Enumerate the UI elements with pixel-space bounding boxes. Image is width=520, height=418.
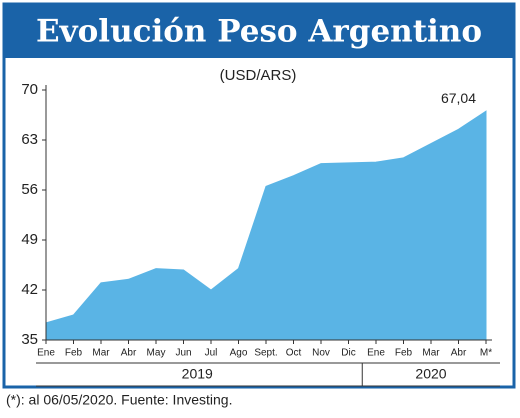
x-tick-label: Ene [37,348,55,359]
x-tick-label: Jun [175,348,191,359]
x-tick-label: Sept. [254,348,277,359]
footnote: (*): al 06/05/2020. Fuente: Investing. [6,392,232,408]
y-tick-label: 35 [21,331,38,348]
x-tick-label: Jul [205,348,218,359]
chart-title: Evolución Peso Argentino [36,14,482,50]
value-label: 67,04 [441,90,476,106]
x-tick-label: Feb [395,348,413,359]
y-tick-label: 42 [21,281,38,298]
y-tick-label: 49 [21,231,38,248]
x-tick-label: Mar [92,348,110,359]
x-tick-label: Dic [341,348,355,359]
x-tick-label: Abr [121,348,137,359]
title-bar [4,4,514,58]
x-tick-label: Nov [312,348,330,359]
x-tick-label: Abr [451,348,467,359]
y-tick-label: 63 [21,131,38,148]
x-tick-label: Ene [367,348,385,359]
group-label: 2019 [182,366,213,382]
area [45,110,487,341]
x-tick-label: Feb [65,348,83,359]
y-tick-label: 56 [21,181,38,198]
y-tick-label: 70 [21,81,38,98]
x-tick-label: Ago [230,348,248,359]
chart-subtitle: (USD/ARS) [220,67,297,84]
x-tick-label: M* [480,348,492,359]
x-tick-label: Oct [286,348,302,359]
group-label: 2020 [415,366,446,382]
x-tick-label: May [147,348,166,359]
x-tick-label: Mar [422,348,440,359]
